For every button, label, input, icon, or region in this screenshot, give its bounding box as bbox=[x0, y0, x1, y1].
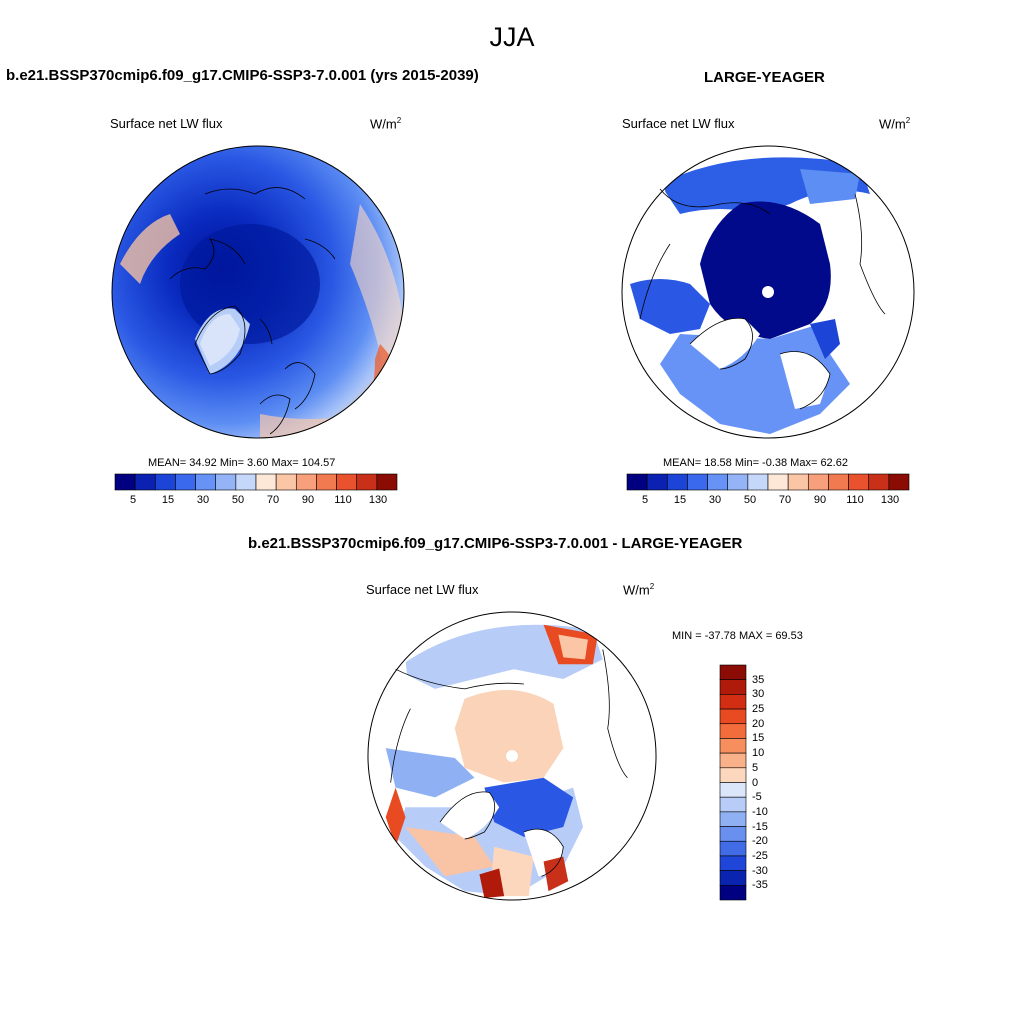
colorbar-swatch bbox=[719, 796, 747, 813]
colorbar-swatch bbox=[828, 473, 849, 491]
colorbar-swatch bbox=[719, 811, 747, 827]
diff-cbar-tick: -30 bbox=[752, 864, 768, 877]
model-polar-map bbox=[111, 145, 405, 439]
colorbar-swatch bbox=[719, 840, 747, 857]
colorbar-swatch bbox=[719, 738, 747, 754]
diff-cbar-tick: -15 bbox=[752, 820, 768, 833]
colorbar-swatch bbox=[336, 473, 358, 491]
model-cbar-tick: 30 bbox=[196, 494, 210, 506]
colorbar-swatch bbox=[719, 664, 747, 680]
obs-units-label: W/m2 bbox=[879, 116, 911, 132]
colorbar-swatch bbox=[719, 723, 747, 739]
obs-cbar-tick: 130 bbox=[880, 494, 900, 506]
diff-polar-map bbox=[367, 611, 657, 901]
model-cbar-tick: 110 bbox=[334, 494, 352, 506]
model-cbar-tick: 130 bbox=[368, 494, 388, 506]
diff-variable-label: Surface net LW flux bbox=[366, 582, 479, 597]
model-cbar-tick: 50 bbox=[231, 494, 245, 506]
obs-cbar-tick: 110 bbox=[846, 494, 864, 506]
colorbar-swatch bbox=[646, 473, 668, 491]
model-stats: MEAN= 34.92 Min= 3.60 Max= 104.57 bbox=[148, 457, 336, 469]
colorbar-swatch bbox=[134, 473, 156, 491]
obs-colorbar-labels: 5 15 30 50 70 90 110 130 bbox=[627, 494, 909, 508]
colorbar-swatch bbox=[888, 473, 910, 491]
obs-panel-title: LARGE-YEAGER bbox=[704, 69, 825, 86]
diff-units-label: W/m2 bbox=[623, 582, 655, 598]
diff-stats: MIN = -37.78 MAX = 69.53 bbox=[672, 630, 803, 642]
model-panel-title: b.e21.BSSP370cmip6.f09_g17.CMIP6-SSP3-7.… bbox=[6, 67, 479, 84]
diff-colorbar bbox=[719, 664, 747, 901]
colorbar-swatch bbox=[114, 473, 136, 491]
colorbar-swatch bbox=[356, 473, 378, 491]
colorbar-swatch bbox=[275, 473, 297, 491]
colorbar-swatch bbox=[195, 473, 217, 491]
obs-cbar-tick: 5 bbox=[641, 494, 649, 506]
diff-cbar-tick: 0 bbox=[752, 776, 759, 789]
obs-colorbar bbox=[626, 473, 910, 491]
diff-cbar-tick: 15 bbox=[752, 732, 765, 745]
colorbar-swatch bbox=[666, 473, 688, 491]
colorbar-swatch bbox=[376, 473, 398, 491]
obs-cbar-tick: 90 bbox=[813, 494, 827, 506]
obs-variable-label: Surface net LW flux bbox=[622, 116, 735, 131]
model-cbar-tick: 90 bbox=[301, 494, 315, 506]
diff-cbar-tick: 30 bbox=[752, 688, 765, 701]
colorbar-swatch bbox=[235, 473, 257, 491]
colorbar-swatch bbox=[719, 782, 747, 798]
diff-cbar-tick: -35 bbox=[752, 879, 768, 892]
colorbar-swatch bbox=[719, 679, 747, 695]
colorbar-swatch bbox=[255, 473, 277, 491]
colorbar-swatch bbox=[747, 473, 769, 491]
diff-colorbar-labels: 35 30 25 20 15 10 5 0 -5 -10 -15 -20 -25… bbox=[752, 665, 792, 900]
colorbar-swatch bbox=[719, 826, 747, 842]
colorbar-swatch bbox=[719, 752, 747, 769]
obs-polar-map bbox=[621, 145, 915, 439]
obs-cbar-tick: 50 bbox=[743, 494, 757, 506]
diff-cbar-tick: -25 bbox=[752, 850, 768, 862]
diff-panel-title: b.e21.BSSP370cmip6.f09_g17.CMIP6-SSP3-7.… bbox=[248, 535, 743, 552]
colorbar-swatch bbox=[727, 473, 749, 491]
model-variable-label: Surface net LW flux bbox=[110, 116, 223, 131]
main-title: JJA bbox=[489, 22, 535, 52]
diff-cbar-tick: 25 bbox=[752, 703, 765, 716]
model-colorbar bbox=[114, 473, 398, 491]
colorbar-swatch bbox=[719, 870, 747, 886]
colorbar-swatch bbox=[848, 473, 870, 491]
model-colorbar-labels: 5 15 30 50 70 90 110 130 bbox=[115, 494, 397, 508]
colorbar-swatch bbox=[868, 473, 890, 491]
colorbar-swatch bbox=[787, 473, 809, 491]
colorbar-swatch bbox=[807, 473, 829, 491]
model-cbar-tick: 5 bbox=[129, 494, 137, 506]
colorbar-swatch bbox=[719, 885, 747, 901]
colorbar-swatch bbox=[687, 473, 708, 491]
colorbar-swatch bbox=[215, 473, 237, 491]
colorbar-swatch bbox=[175, 473, 196, 491]
obs-stats: MEAN= 18.58 Min= -0.38 Max= 62.62 bbox=[663, 457, 848, 469]
colorbar-swatch bbox=[154, 473, 176, 491]
diff-cbar-tick: -20 bbox=[752, 835, 768, 848]
model-cbar-tick: 70 bbox=[266, 494, 280, 506]
colorbar-swatch bbox=[719, 855, 747, 871]
diff-cbar-tick: -10 bbox=[752, 805, 768, 818]
colorbar-swatch bbox=[719, 767, 747, 783]
colorbar-swatch bbox=[295, 473, 317, 491]
obs-cbar-tick: 30 bbox=[708, 494, 722, 506]
diff-cbar-tick: 10 bbox=[752, 747, 765, 760]
model-units-label: W/m2 bbox=[370, 116, 402, 132]
colorbar-swatch bbox=[719, 694, 747, 710]
colorbar-swatch bbox=[316, 473, 337, 491]
model-cbar-tick: 15 bbox=[161, 494, 175, 506]
colorbar-swatch bbox=[707, 473, 729, 491]
diff-cbar-tick: 20 bbox=[752, 717, 765, 730]
diff-cbar-tick: 35 bbox=[752, 673, 765, 686]
colorbar-swatch bbox=[719, 708, 747, 725]
obs-cbar-tick: 70 bbox=[778, 494, 792, 506]
diff-cbar-tick: -5 bbox=[752, 791, 762, 804]
diff-cbar-tick: 5 bbox=[752, 761, 759, 774]
colorbar-swatch bbox=[767, 473, 789, 491]
obs-cbar-tick: 15 bbox=[673, 494, 687, 506]
colorbar-swatch bbox=[626, 473, 648, 491]
